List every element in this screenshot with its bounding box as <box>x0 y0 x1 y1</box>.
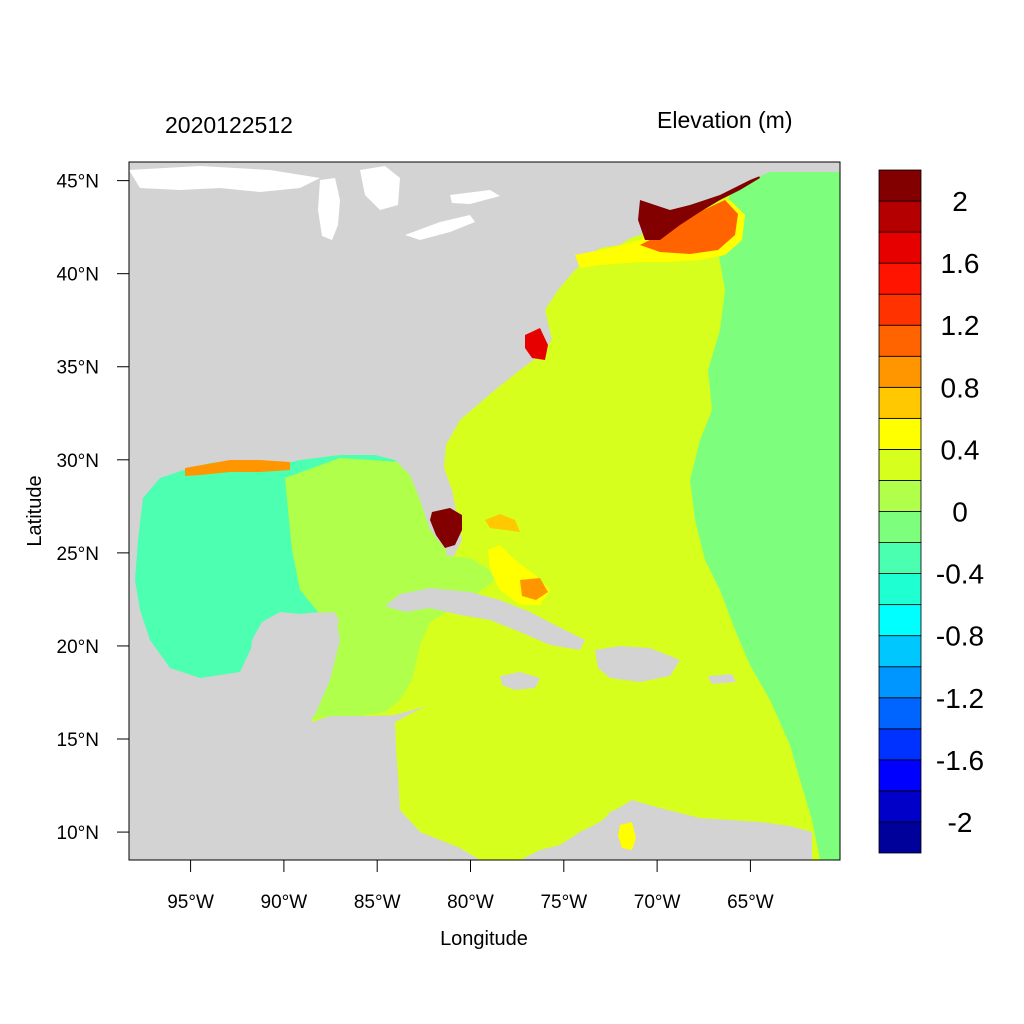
colorbar-labels: 2 1.6 1.2 0.8 0.4 0 -0.4 -0.8 -1.2 -1.6 -2 <box>936 186 984 838</box>
x-tick-label: 85°W <box>354 892 401 913</box>
x-tick-label: 80°W <box>447 892 494 913</box>
colorbar-label: 1.6 <box>941 248 980 279</box>
south-america-land <box>470 800 812 860</box>
y-tick-label: 20°N <box>57 637 99 658</box>
puerto-rico-land <box>708 674 736 684</box>
florida-surge <box>430 508 462 548</box>
lake-huron <box>360 166 400 210</box>
bahamas-shoal-high <box>520 578 548 600</box>
colorbar-label: 0.8 <box>941 372 980 403</box>
y-tick-label: 40°N <box>57 265 99 286</box>
date-title: 2020122512 <box>165 112 293 138</box>
colorbar-cell <box>878 200 922 233</box>
colorbar-label: 1.2 <box>941 310 980 341</box>
colorbar-label: 0.4 <box>941 434 980 465</box>
colorbar-cell <box>878 635 922 668</box>
bahamas-north-shoal <box>485 514 520 532</box>
y-axis-label: Latitude <box>24 475 46 546</box>
yucatan-land <box>185 612 340 728</box>
colorbar-cell <box>878 386 922 419</box>
hispaniola-land <box>595 646 680 682</box>
colorbar-label: 2 <box>952 186 968 217</box>
x-axis-label: Longitude <box>440 928 528 950</box>
colorbar-cell <box>878 728 922 761</box>
colorbar-label: -1.2 <box>936 683 984 714</box>
colorbar-cell <box>878 355 922 388</box>
atlantic-ocean-region <box>312 172 840 860</box>
colorbar-label: -0.4 <box>936 559 984 590</box>
y-tick-label: 10°N <box>57 823 99 844</box>
central-america-land <box>129 718 470 860</box>
colorbar-cell <box>878 604 922 637</box>
colorbar-label: 0 <box>952 497 968 528</box>
colorbar-cell <box>878 169 922 202</box>
colorbar-cell <box>878 666 922 699</box>
colorbar-label: -1.6 <box>936 745 984 776</box>
cuba-land <box>385 588 585 650</box>
gulf-coast-surge <box>185 460 290 476</box>
colorbar-label: -2 <box>948 807 973 838</box>
y-tick-label: 25°N <box>57 544 99 565</box>
colorbar-cell <box>878 790 922 823</box>
colorbar-label: -0.8 <box>936 621 984 652</box>
plot-frame <box>128 161 841 861</box>
lake-ontario <box>450 190 500 204</box>
colorbar-cell <box>878 697 922 730</box>
y-tick-label: 35°N <box>57 358 99 379</box>
colorbar <box>878 169 922 854</box>
eastern-atlantic-region <box>690 172 840 860</box>
x-axis-ticks: 95°W 90°W 85°W 80°W 75°W 70°W 65°W <box>167 860 774 913</box>
map-area <box>129 162 840 860</box>
chesapeake-surge <box>525 328 548 360</box>
colorbar-cell <box>878 759 922 792</box>
colorbar-cell <box>878 293 922 326</box>
colorbar-cell <box>878 449 922 481</box>
colorbar-cell <box>878 480 922 512</box>
colorbar-cell <box>878 573 922 606</box>
colorbar-cell <box>878 231 922 264</box>
y-axis-ticks: 45°N 40°N 35°N 30°N 25°N 20°N 15°N 10°N <box>57 172 129 844</box>
x-tick-label: 95°W <box>167 892 214 913</box>
new-england-land <box>129 162 840 550</box>
colorbar-cell <box>878 324 922 357</box>
straits-region <box>405 555 490 590</box>
y-tick-label: 45°N <box>57 172 99 193</box>
lake-michigan <box>318 178 340 240</box>
western-caribbean-region <box>285 458 500 720</box>
jamaica-land <box>500 672 540 690</box>
x-tick-label: 70°W <box>634 892 681 913</box>
variable-title: Elevation (m) <box>657 107 793 133</box>
colorbar-cell <box>878 542 922 574</box>
colorbar-cell <box>878 417 922 450</box>
lake-superior <box>129 166 320 192</box>
x-tick-label: 65°W <box>727 892 774 913</box>
y-tick-label: 30°N <box>57 451 99 472</box>
colorbar-cell <box>878 262 922 295</box>
x-tick-label: 90°W <box>261 892 308 913</box>
x-tick-label: 75°W <box>540 892 587 913</box>
colorbar-cell <box>878 511 922 543</box>
colorbar-cell <box>878 821 922 854</box>
y-tick-label: 15°N <box>57 730 99 751</box>
surge-contour-12 <box>640 200 738 254</box>
lake-maracaibo <box>618 822 636 850</box>
lake-erie <box>405 215 475 240</box>
